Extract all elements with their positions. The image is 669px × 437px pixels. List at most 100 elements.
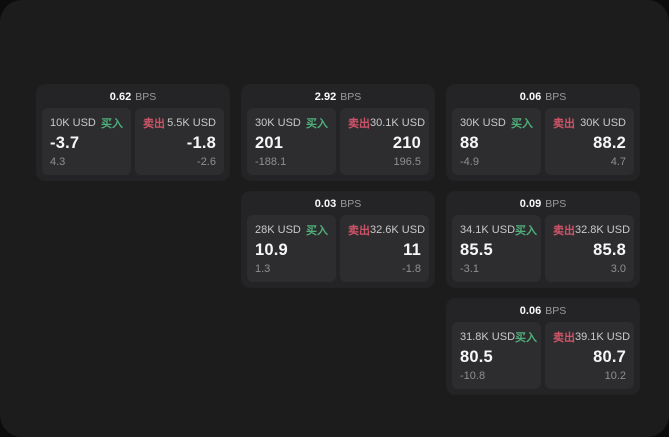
quote-card: 2.92 BPS 30K USD 买入 201 -188.1 卖出 30.1K … xyxy=(242,85,434,180)
buy-amount: 34.1K USD xyxy=(460,224,516,236)
bps-unit-label: BPS xyxy=(135,90,157,103)
sell-price: 210 xyxy=(392,134,421,152)
quote-card: 0.06 BPS 30K USD 买入 88 -4.9 卖出 30K USD 8… xyxy=(447,85,639,180)
sell-side-label: 卖出 xyxy=(553,225,575,237)
buy-secondary-value: 4.3 xyxy=(50,156,66,168)
buy-price: 88 xyxy=(460,134,479,152)
buy-secondary-value: 1.3 xyxy=(255,263,271,275)
buy-price: -3.7 xyxy=(50,134,80,152)
buy-price: 201 xyxy=(255,134,284,152)
buy-panel-header: 30K USD 买入 xyxy=(255,115,328,131)
bps-value: 0.62 xyxy=(109,90,132,103)
bps-value: 0.09 xyxy=(519,197,542,210)
bps-value: 2.92 xyxy=(314,90,337,103)
sell-panel-header: 卖出 32.8K USD xyxy=(553,222,630,238)
card-body: 10K USD 买入 -3.7 4.3 卖出 5.5K USD -1.8 -2.… xyxy=(37,108,229,180)
sell-panel-header: 卖出 39.1K USD xyxy=(553,329,630,345)
buy-secondary-value: -188.1 xyxy=(255,156,287,168)
sell-secondary-value: -1.8 xyxy=(402,263,421,275)
sell-amount: 32.8K USD xyxy=(575,224,631,236)
buy-amount: 30K USD xyxy=(255,117,301,129)
buy-side-label: 买入 xyxy=(515,332,538,344)
card-body: 34.1K USD 买入 85.5 -3.1 卖出 32.8K USD 85.8… xyxy=(447,215,639,287)
sell-price: 11 xyxy=(403,241,421,259)
sell-side-label: 卖出 xyxy=(143,118,165,130)
buy-panel-header: 10K USD 买入 xyxy=(50,115,123,131)
buy-panel[interactable]: 30K USD 买入 88 -4.9 xyxy=(452,108,541,175)
buy-amount: 30K USD xyxy=(460,117,506,129)
sell-amount: 32.6K USD xyxy=(370,224,426,236)
buy-secondary-value: -10.8 xyxy=(460,370,486,382)
sell-amount: 5.5K USD xyxy=(167,117,216,129)
bps-unit-label: BPS xyxy=(545,304,567,317)
sell-side-label: 卖出 xyxy=(553,332,575,344)
sell-amount: 39.1K USD xyxy=(575,331,631,343)
card-header: 0.06 BPS xyxy=(447,85,639,108)
sell-panel[interactable]: 卖出 32.8K USD 85.8 3.0 xyxy=(545,215,634,282)
sell-panel-header: 卖出 32.6K USD xyxy=(348,222,425,238)
buy-panel[interactable]: 30K USD 买入 201 -188.1 xyxy=(247,108,336,175)
buy-panel-header: 30K USD 买入 xyxy=(460,115,533,131)
buy-panel[interactable]: 34.1K USD 买入 85.5 -3.1 xyxy=(452,215,541,282)
bps-unit-label: BPS xyxy=(545,90,567,103)
sell-panel[interactable]: 卖出 30.1K USD 210 196.5 xyxy=(340,108,429,175)
sell-panel[interactable]: 卖出 32.6K USD 11 -1.8 xyxy=(340,215,429,282)
sell-amount: 30.1K USD xyxy=(370,117,426,129)
buy-panel-header: 28K USD 买入 xyxy=(255,222,328,238)
buy-side-label: 买入 xyxy=(306,225,328,237)
bps-value: 0.06 xyxy=(519,304,542,317)
quote-card: 0.09 BPS 34.1K USD 买入 85.5 -3.1 卖出 32.8K… xyxy=(447,192,639,287)
buy-price: 80.5 xyxy=(460,348,493,366)
card-body: 30K USD 买入 88 -4.9 卖出 30K USD 88.2 4.7 xyxy=(447,108,639,180)
sell-side-label: 卖出 xyxy=(348,225,370,237)
sell-price: 88.2 xyxy=(593,134,626,152)
buy-amount: 28K USD xyxy=(255,224,301,236)
buy-secondary-value: -3.1 xyxy=(460,263,479,275)
sell-amount: 30K USD xyxy=(580,117,626,129)
buy-price: 10.9 xyxy=(255,241,288,259)
sell-panel-header: 卖出 30.1K USD xyxy=(348,115,425,131)
buy-side-label: 买入 xyxy=(511,118,533,130)
quotes-grid: 0.62 BPS 10K USD 买入 -3.7 4.3 卖出 5.5K USD… xyxy=(37,85,639,394)
sell-price: -1.8 xyxy=(186,134,216,152)
sell-secondary-value: 4.7 xyxy=(610,156,626,168)
sell-side-label: 卖出 xyxy=(348,118,370,130)
sell-secondary-value: 3.0 xyxy=(610,263,626,275)
buy-side-label: 买入 xyxy=(515,225,538,237)
card-body: 31.8K USD 买入 80.5 -10.8 卖出 39.1K USD 80.… xyxy=(447,322,639,394)
buy-secondary-value: -4.9 xyxy=(460,156,479,168)
sell-secondary-value: 10.2 xyxy=(604,370,626,382)
card-header: 0.09 BPS xyxy=(447,192,639,215)
sell-side-label: 卖出 xyxy=(553,118,575,130)
quote-card: 0.62 BPS 10K USD 买入 -3.7 4.3 卖出 5.5K USD… xyxy=(37,85,229,180)
bps-unit-label: BPS xyxy=(545,197,567,210)
sell-price: 85.8 xyxy=(593,241,626,259)
buy-amount: 10K USD xyxy=(50,117,96,129)
buy-panel-header: 34.1K USD 买入 xyxy=(460,222,537,238)
buy-panel[interactable]: 31.8K USD 买入 80.5 -10.8 xyxy=(452,322,541,389)
sell-panel[interactable]: 卖出 30K USD 88.2 4.7 xyxy=(545,108,634,175)
sell-secondary-value: -2.6 xyxy=(197,156,216,168)
bps-unit-label: BPS xyxy=(340,90,362,103)
buy-side-label: 买入 xyxy=(101,118,123,130)
sell-panel-header: 卖出 30K USD xyxy=(553,115,626,131)
sell-secondary-value: 196.5 xyxy=(393,156,421,168)
buy-side-label: 买入 xyxy=(306,118,328,130)
sell-price: 80.7 xyxy=(593,348,626,366)
card-header: 0.62 BPS xyxy=(37,85,229,108)
buy-amount: 31.8K USD xyxy=(460,331,516,343)
buy-price: 85.5 xyxy=(460,241,493,259)
bps-unit-label: BPS xyxy=(340,197,362,210)
sell-panel[interactable]: 卖出 39.1K USD 80.7 10.2 xyxy=(545,322,634,389)
buy-panel[interactable]: 10K USD 买入 -3.7 4.3 xyxy=(42,108,131,175)
quote-card: 0.06 BPS 31.8K USD 买入 80.5 -10.8 卖出 39.1… xyxy=(447,299,639,394)
card-body: 30K USD 买入 201 -188.1 卖出 30.1K USD 210 1… xyxy=(242,108,434,180)
quote-card: 0.03 BPS 28K USD 买入 10.9 1.3 卖出 32.6K US… xyxy=(242,192,434,287)
sell-panel-header: 卖出 5.5K USD xyxy=(143,115,216,131)
card-header: 0.03 BPS xyxy=(242,192,434,215)
card-header: 2.92 BPS xyxy=(242,85,434,108)
sell-panel[interactable]: 卖出 5.5K USD -1.8 -2.6 xyxy=(135,108,224,175)
buy-panel[interactable]: 28K USD 买入 10.9 1.3 xyxy=(247,215,336,282)
buy-panel-header: 31.8K USD 买入 xyxy=(460,329,537,345)
